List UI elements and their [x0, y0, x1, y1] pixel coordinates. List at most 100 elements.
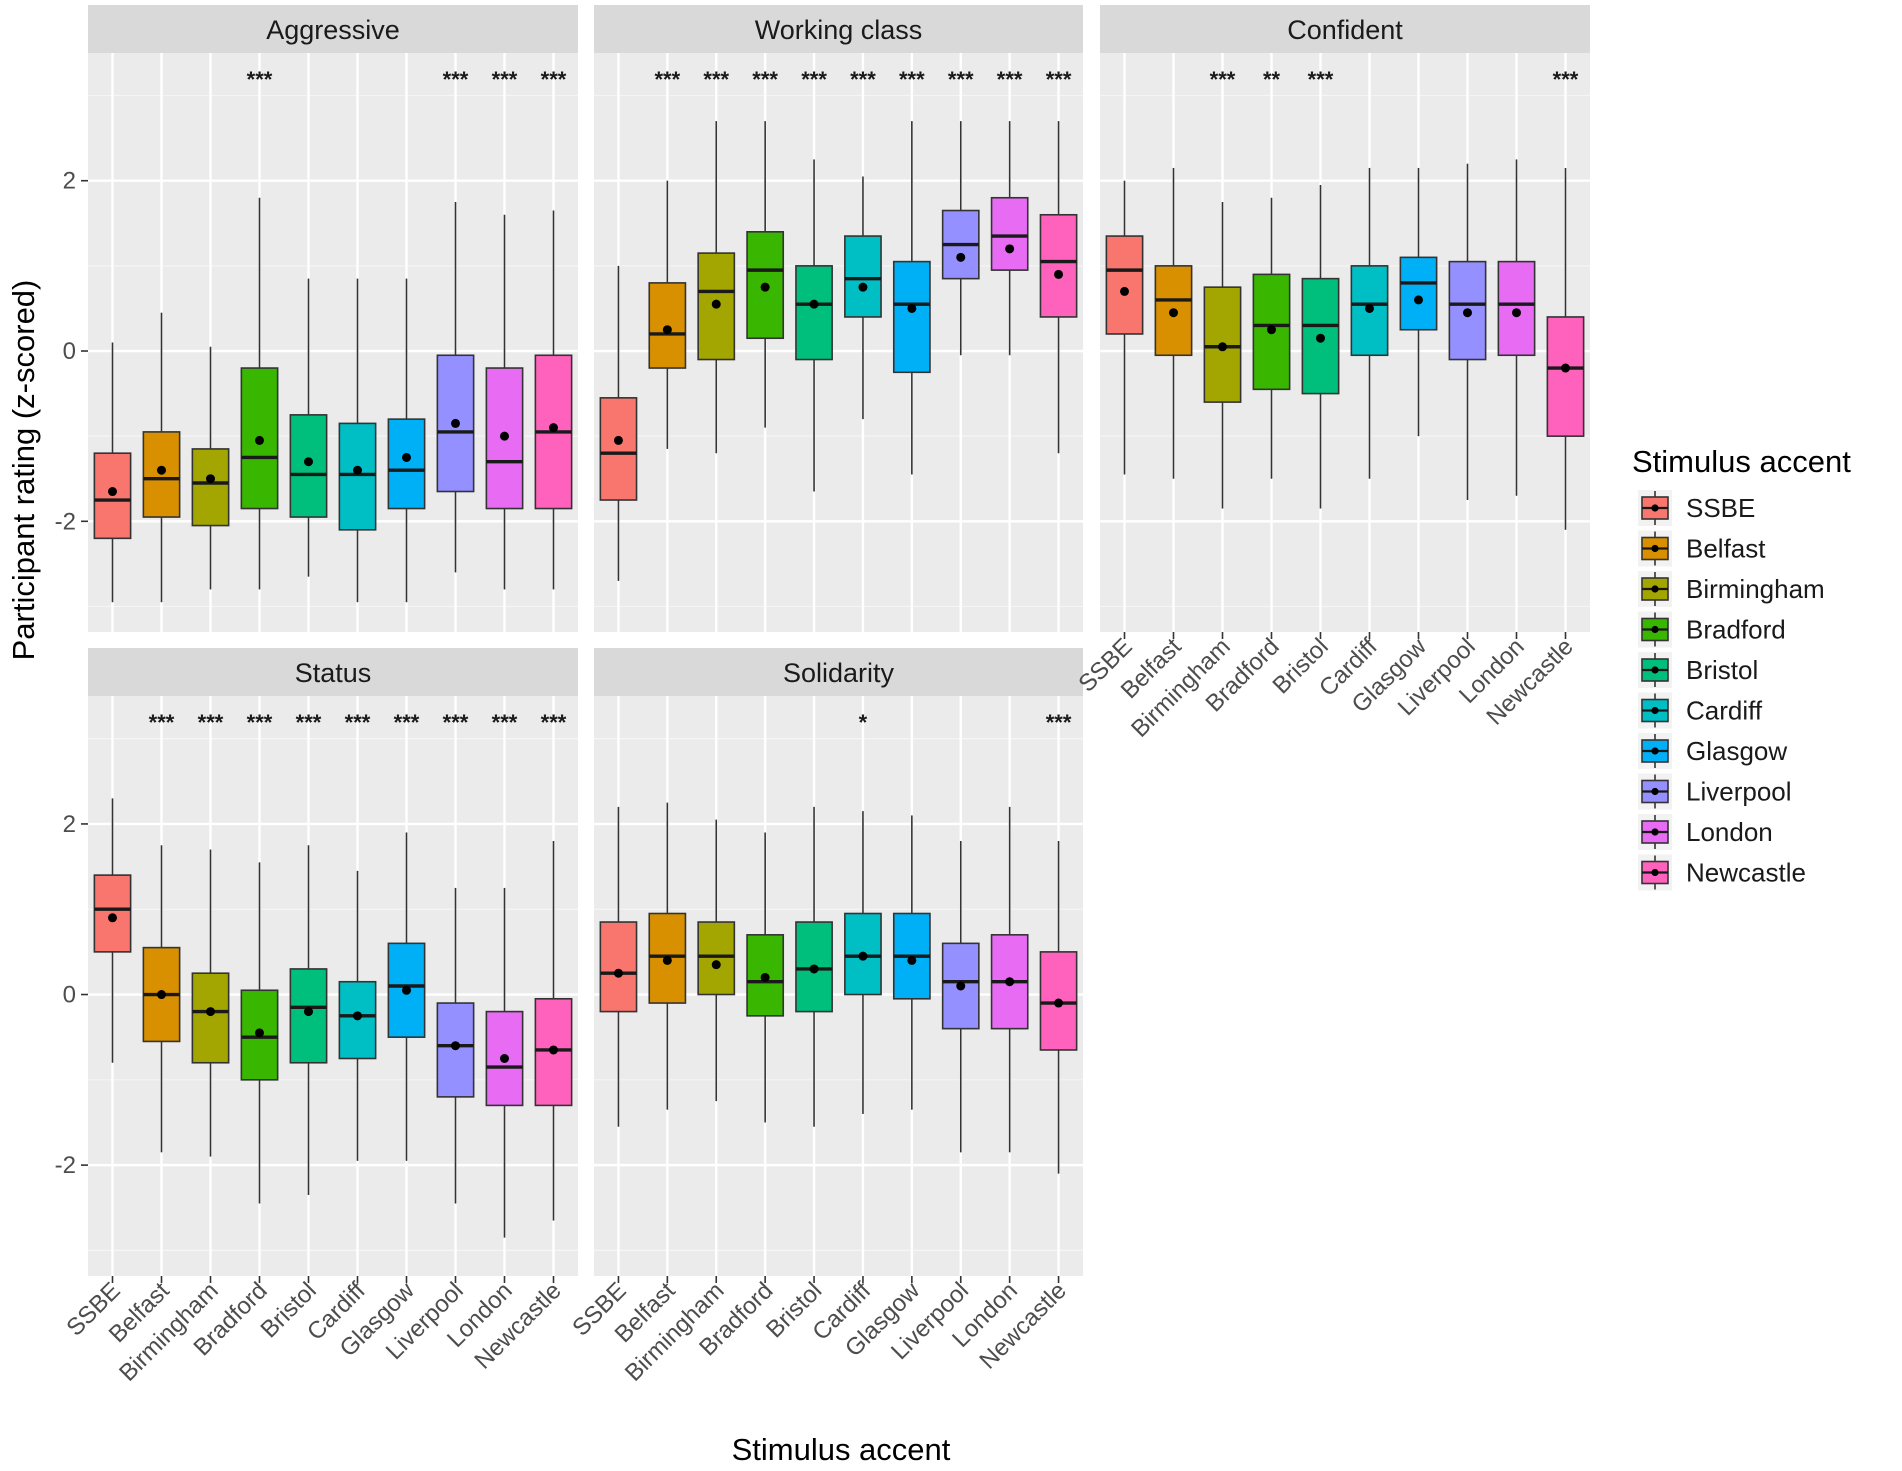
panel-strip	[1100, 5, 1590, 53]
panel-strip	[88, 5, 578, 53]
box-iqr	[599, 921, 638, 1013]
box-liverpool	[941, 121, 980, 356]
mean-point	[662, 325, 672, 335]
significance-label: **	[1263, 67, 1281, 92]
mean-point	[157, 465, 166, 475]
legend-label: Belfast	[1686, 534, 1766, 564]
mean-point	[1414, 295, 1423, 305]
box-iqr	[387, 418, 426, 510]
legend-label: Newcastle	[1686, 858, 1806, 888]
mean-point	[907, 955, 917, 965]
box-ssbe	[93, 342, 132, 603]
box-glasgow	[892, 815, 931, 1110]
box-iqr	[534, 997, 573, 1107]
y-tick-label: -2	[55, 508, 76, 535]
mean-point	[809, 964, 819, 974]
box-bradford	[1252, 197, 1291, 479]
significance-label: ***	[1210, 67, 1236, 92]
box-iqr	[990, 196, 1029, 271]
legend-label: Liverpool	[1686, 777, 1792, 807]
mean-point	[760, 972, 770, 982]
box-iqr	[1546, 316, 1585, 437]
mean-point	[206, 474, 215, 484]
box-iqr	[1039, 213, 1078, 318]
box-birmingham	[191, 346, 230, 590]
mean-point	[956, 252, 966, 262]
panel-strip	[594, 5, 1083, 53]
panel-aggressive: Aggressive *** *** *** ***	[88, 5, 578, 632]
significance-label: ***	[655, 67, 681, 92]
box-birmingham	[697, 121, 736, 454]
box-glasgow	[892, 121, 931, 475]
significance-label: ***	[899, 67, 925, 92]
box-birmingham	[697, 819, 736, 1102]
box-cardiff	[338, 278, 377, 603]
mean-point	[1005, 977, 1015, 987]
box-ssbe	[599, 265, 638, 581]
legend-key-mean	[1651, 828, 1659, 836]
box-iqr	[191, 448, 230, 527]
box-bristol	[289, 278, 328, 577]
box-glasgow	[387, 278, 426, 603]
significance-label: ***	[443, 710, 469, 735]
mean-point	[108, 487, 117, 497]
box-bradford	[746, 121, 785, 428]
legend-entry-ssbe: SSBE	[1638, 490, 1755, 526]
box-bradford	[240, 197, 279, 590]
panel-title: Solidarity	[783, 658, 895, 688]
legend-key-mean	[1651, 504, 1659, 512]
box-ssbe	[93, 798, 132, 1063]
significance-label: ***	[1046, 710, 1072, 735]
legend-label: Glasgow	[1686, 736, 1787, 766]
mean-point	[549, 1045, 558, 1055]
legend-label: Birmingham	[1686, 574, 1825, 604]
panels: Aggressive*** *** *** ***Working class*** **…	[88, 5, 1590, 1276]
panel-confident: Confident*** ** *** ***	[1100, 5, 1590, 632]
mean-point	[206, 1007, 215, 1017]
mean-point	[1365, 303, 1374, 313]
mean-point	[451, 1041, 460, 1051]
mean-point	[304, 1007, 313, 1017]
mean-point	[255, 1028, 264, 1038]
legend-label: Bristol	[1686, 655, 1758, 685]
box-glasgow	[1399, 167, 1438, 437]
box-bristol	[795, 159, 833, 492]
legend-key-mean	[1651, 544, 1659, 553]
significance-label: ***	[247, 710, 273, 735]
mean-point	[304, 457, 313, 467]
panel-status: Status *** *** *** *** *** *** *** *** ***	[88, 648, 578, 1276]
significance-label: ***	[997, 67, 1023, 92]
legend-label: Bradford	[1686, 615, 1786, 645]
mean-point	[1005, 244, 1015, 254]
box-ssbe	[599, 806, 638, 1127]
significance-label: ***	[1046, 67, 1072, 92]
mean-point	[1316, 333, 1325, 343]
y-tick-label: -2	[55, 1152, 76, 1179]
mean-point	[956, 981, 966, 991]
box-glasgow	[387, 832, 426, 1161]
mean-point	[255, 435, 264, 445]
box-iqr	[697, 252, 736, 361]
panel-strip	[594, 648, 1083, 696]
box-cardiff	[844, 176, 882, 420]
legend-key-mean	[1651, 787, 1659, 796]
box-belfast	[648, 180, 687, 449]
box-cardiff	[1350, 167, 1389, 479]
panel-title: Status	[295, 658, 372, 688]
mean-point	[500, 1054, 509, 1063]
box-iqr	[1039, 951, 1078, 1051]
legend-entry-bradford: Bradford	[1638, 611, 1786, 648]
mean-point	[760, 282, 770, 292]
box-london	[485, 887, 524, 1238]
box-bristol	[1301, 184, 1340, 509]
box-newcastle	[534, 210, 573, 590]
box-belfast	[142, 312, 181, 603]
legend-entry-glasgow: Glasgow	[1638, 733, 1787, 769]
legend-key-mean	[1651, 585, 1659, 593]
mean-point	[613, 435, 623, 445]
mean-point	[402, 452, 411, 462]
box-belfast	[1154, 167, 1193, 479]
box-newcastle	[1039, 121, 1078, 454]
box-birmingham	[1203, 202, 1242, 509]
